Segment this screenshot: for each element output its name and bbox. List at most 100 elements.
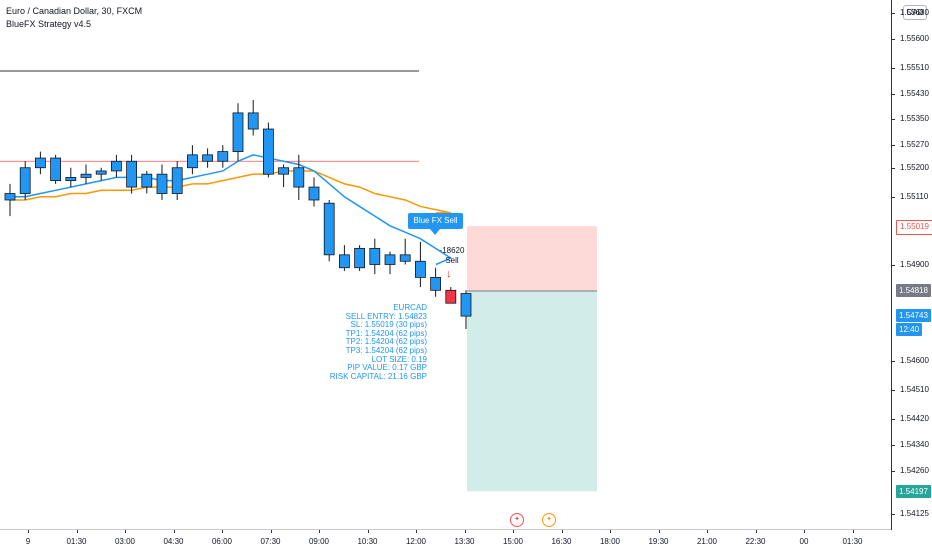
sell-arrow-icon: ↓	[446, 268, 452, 280]
price-tick-mark	[891, 390, 895, 392]
price-label[interactable]: 1.55019	[896, 219, 932, 235]
ema-fast-line[interactable]	[10, 154, 453, 266]
price-chart[interactable]	[0, 0, 891, 529]
candle[interactable]	[278, 164, 290, 188]
time-tick-label: 13:30	[454, 537, 475, 546]
stop-loss-zone[interactable]	[467, 226, 597, 291]
time-tick-label: 06:00	[211, 537, 233, 546]
currency-button[interactable]: CAD	[903, 5, 927, 20]
price-tick-mark	[891, 38, 895, 40]
candle[interactable]	[80, 164, 92, 184]
time-tick-mark	[561, 530, 563, 533]
candle[interactable]	[323, 199, 335, 262]
horizontal-lines	[0, 70, 419, 162]
time-tick-mark	[173, 530, 175, 533]
candle-body	[399, 254, 411, 262]
candle-body	[247, 112, 259, 130]
candle[interactable]	[414, 241, 426, 288]
candle[interactable]	[369, 238, 381, 275]
candle[interactable]	[111, 154, 122, 178]
candle[interactable]	[19, 161, 31, 200]
blue-fx-sell-badge[interactable]: Blue FX Sell	[408, 213, 463, 229]
candle-body	[262, 128, 274, 175]
candle[interactable]	[247, 99, 259, 136]
price-label[interactable]: 1.54743	[896, 308, 931, 322]
time-tick-mark	[707, 530, 708, 533]
candle[interactable]	[217, 145, 229, 168]
candle[interactable]	[460, 290, 472, 330]
candle[interactable]	[430, 267, 442, 297]
candle-body	[202, 154, 214, 162]
candle[interactable]	[399, 238, 411, 265]
candle[interactable]	[35, 151, 46, 175]
info-symbol: EURCAD	[393, 303, 427, 312]
time-tick-label: 10:30	[357, 537, 378, 546]
canada-flag-icon[interactable]: ✦	[510, 513, 524, 527]
price-label[interactable]: 1.54818	[896, 284, 931, 298]
price-label[interactable]: 12:40	[896, 322, 923, 336]
indicator-title[interactable]: BlueFX Strategy v4.5	[6, 19, 92, 29]
price-tick-label: 1.54420	[900, 414, 929, 424]
price-tick-label: 1.55270	[900, 140, 929, 150]
candle[interactable]	[65, 167, 77, 188]
signal-pnl: -18620	[439, 246, 465, 255]
candle-body	[308, 186, 320, 201]
price-tick-mark	[891, 145, 895, 147]
info-risk-capital: RISK CAPITAL: 21.16 GBP	[329, 371, 427, 381]
moving-averages	[10, 154, 453, 266]
candle[interactable]	[95, 167, 107, 181]
time-tick-label: 21:00	[696, 537, 718, 546]
trade-zones	[467, 226, 597, 492]
candle-body	[186, 154, 198, 169]
badge-pointer	[430, 229, 440, 235]
time-tick-label: 15:00	[502, 537, 524, 546]
candle[interactable]	[50, 154, 61, 184]
candle-body	[141, 173, 153, 188]
candle[interactable]	[338, 245, 350, 271]
candle-body	[156, 173, 168, 194]
candle[interactable]	[126, 154, 137, 194]
candle-body	[384, 254, 396, 265]
time-tick-mark	[610, 530, 611, 533]
candle[interactable]	[232, 103, 244, 162]
candle[interactable]	[156, 164, 168, 200]
candle[interactable]	[141, 170, 153, 194]
symbol-title[interactable]: Euro / Canadian Dollar, 30, FXCM	[6, 6, 143, 16]
time-tick-label: 03:00	[114, 537, 136, 546]
signal-side: Sell	[445, 256, 459, 265]
candle-body	[278, 167, 290, 175]
candle[interactable]	[308, 177, 320, 207]
candle[interactable]	[384, 251, 396, 275]
canada-flag-icon[interactable]: ✦	[542, 513, 556, 527]
candle[interactable]	[186, 145, 198, 175]
ema-slow-line[interactable]	[10, 170, 451, 214]
time-tick-label: 00	[799, 537, 809, 546]
time-tick-label: 22:30	[745, 537, 766, 546]
candle-body	[460, 293, 472, 317]
candle-body	[126, 160, 137, 188]
price-tick-mark	[891, 514, 895, 516]
candle[interactable]	[262, 122, 274, 178]
candle[interactable]	[293, 154, 305, 200]
candle[interactable]	[445, 287, 457, 304]
price-tick-mark	[891, 119, 895, 121]
candle[interactable]	[202, 148, 214, 168]
candle[interactable]	[4, 183, 16, 217]
candle-body	[80, 173, 92, 178]
price-tick-label: 1.54125	[900, 509, 929, 519]
time-tick-label: 19:30	[648, 537, 669, 546]
candle-body	[171, 167, 183, 194]
price-label[interactable]: 1.54197	[896, 484, 931, 498]
candle-body	[430, 277, 442, 291]
candle-body	[232, 112, 244, 153]
time-tick-mark	[125, 530, 126, 533]
candle-body	[19, 167, 31, 194]
price-tick-label: 1.55110	[900, 191, 929, 201]
candle[interactable]	[354, 245, 366, 271]
time-tick-label: 9	[25, 537, 31, 546]
take-profit-zone[interactable]	[467, 290, 597, 492]
time-tick-mark	[658, 530, 660, 533]
candle-body	[4, 193, 16, 201]
price-tick-label: 1.54600	[900, 356, 929, 366]
candle[interactable]	[171, 161, 183, 200]
